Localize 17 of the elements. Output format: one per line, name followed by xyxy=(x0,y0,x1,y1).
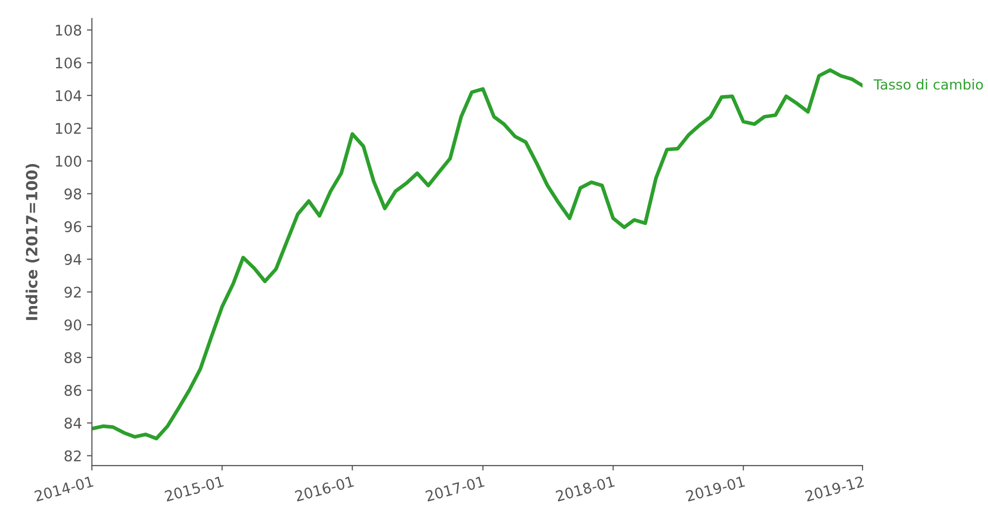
line-series xyxy=(92,68,863,440)
y-tick-label: 90 xyxy=(64,319,82,330)
y-tick-label: 106 xyxy=(56,57,82,68)
y-tick-label: 86 xyxy=(64,384,82,396)
series-label: Tasso di cambio xyxy=(874,78,983,90)
y-tick-label: 102 xyxy=(56,122,81,134)
y-tick-label: 104 xyxy=(56,90,82,102)
y-tick-label: 100 xyxy=(56,156,82,167)
y-tick-label: 88 xyxy=(64,352,82,364)
y-tick-label: 98 xyxy=(64,188,82,200)
y-tick-label: 92 xyxy=(64,286,81,298)
y-tick-label: 94 xyxy=(64,254,82,265)
y-tick-label: 82 xyxy=(64,450,81,462)
y-tick-label: 96 xyxy=(64,221,82,232)
y-tick-label: 84 xyxy=(64,418,82,429)
y-tick-label: 108 xyxy=(56,24,82,36)
y-axis-title: Indice (2017=100) xyxy=(26,164,40,320)
